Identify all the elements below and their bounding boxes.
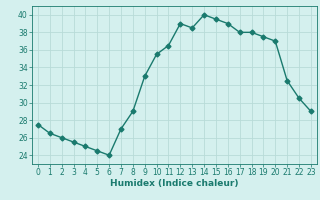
- X-axis label: Humidex (Indice chaleur): Humidex (Indice chaleur): [110, 179, 239, 188]
